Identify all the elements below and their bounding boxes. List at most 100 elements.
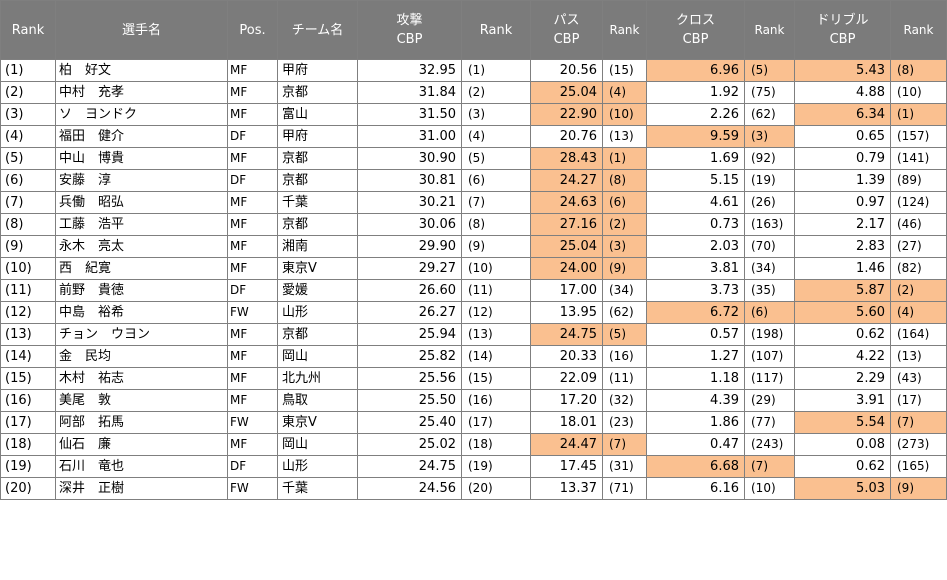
pass-rank-cell: (2) [602, 213, 647, 236]
dribble-rank-cell: (7) [890, 411, 947, 434]
attack-cbp-cell: 29.90 [357, 235, 462, 258]
position-cell: DF [227, 169, 278, 192]
table-row: (9) 永木 亮太 MF 湘南 29.90 (9) 25.04 (3) 2.03 (70) 2.83… [0, 235, 947, 258]
pass-cbp-cell: 28.43 [530, 147, 603, 170]
team-name-cell: 岡山 [277, 433, 358, 456]
dribble-rank-cell: (1) [890, 103, 947, 126]
table-row: (7) 兵働 昭弘 MF 千葉 30.21 (7) 24.63 (6) 4.61 (26) 0.97… [0, 191, 947, 214]
position-cell: MF [227, 213, 278, 236]
cbp-ranking-table: Rank 選手名 Pos. チーム名 攻撃 CBP Rank パス CBP Ra… [0, 0, 947, 500]
header-cross-rank: Rank [744, 0, 795, 60]
team-name-cell: 千葉 [277, 191, 358, 214]
rank-cell: (6) [0, 169, 56, 192]
table-row: (18) 仙石 廉 MF 岡山 25.02 (18) 24.47 (7) 0.47 (243) 0.… [0, 433, 947, 456]
cross-rank-cell: (62) [744, 103, 795, 126]
team-name-cell: 京都 [277, 169, 358, 192]
team-name-cell: 東京V [277, 411, 358, 434]
position-cell: DF [227, 125, 278, 148]
pass-cbp-cell: 13.95 [530, 301, 603, 324]
position-cell: DF [227, 279, 278, 302]
cross-cbp-cell: 1.92 [646, 81, 745, 104]
header-dribble-cbp: ドリブル CBP [794, 0, 891, 60]
pass-rank-cell: (32) [602, 389, 647, 412]
team-name-cell: 富山 [277, 103, 358, 126]
team-name-cell: 湘南 [277, 235, 358, 258]
table-row: (17) 阿部 拓馬 FW 東京V 25.40 (17) 18.01 (23) 1.86 (77)… [0, 411, 947, 434]
pass-cbp-cell: 25.04 [530, 235, 603, 258]
header-pass-line2: CBP [553, 32, 580, 47]
cross-cbp-cell: 0.47 [646, 433, 745, 456]
header-pass-rank: Rank [602, 0, 647, 60]
cross-rank-cell: (77) [744, 411, 795, 434]
dribble-cbp-cell: 1.46 [794, 257, 891, 280]
table-row: (16) 美尾 敦 MF 鳥取 25.50 (16) 17.20 (32) 4.39 (29) 3.… [0, 389, 947, 412]
attack-cbp-cell: 25.40 [357, 411, 462, 434]
player-name-cell: 工藤 浩平 [55, 213, 228, 236]
position-cell: MF [227, 235, 278, 258]
dribble-rank-cell: (2) [890, 279, 947, 302]
header-dribble-line2: CBP [829, 32, 856, 47]
player-name-cell: 西 紀寛 [55, 257, 228, 280]
attack-rank-cell: (9) [461, 235, 531, 258]
dribble-cbp-cell: 5.43 [794, 59, 891, 82]
position-cell: MF [227, 59, 278, 82]
dribble-cbp-cell: 5.54 [794, 411, 891, 434]
dribble-rank-cell: (17) [890, 389, 947, 412]
position-cell: MF [227, 345, 278, 368]
header-pass-line1: パス [553, 13, 580, 28]
rank-cell: (14) [0, 345, 56, 368]
pass-rank-cell: (5) [602, 323, 647, 346]
player-name-cell: 中村 充孝 [55, 81, 228, 104]
table-row: (1) 柏 好文 MF 甲府 32.95 (1) 20.56 (15) 6.96 (5) 5.43(… [0, 59, 947, 82]
table-row: (12) 中島 裕希 FW 山形 26.27 (12) 13.95 (62) 6.72 (6) 5.… [0, 301, 947, 324]
pass-cbp-cell: 25.04 [530, 81, 603, 104]
table-row: (10) 西 紀寛 MF 東京V 29.27 (10) 24.00 (9) 3.81 (34) 1.… [0, 257, 947, 280]
pass-rank-cell: (9) [602, 257, 647, 280]
dribble-cbp-cell: 1.39 [794, 169, 891, 192]
header-attack-line2: CBP [396, 32, 423, 47]
pass-rank-cell: (16) [602, 345, 647, 368]
rank-cell: (5) [0, 147, 56, 170]
attack-cbp-cell: 25.02 [357, 433, 462, 456]
player-name-cell: 中島 裕希 [55, 301, 228, 324]
attack-cbp-cell: 26.60 [357, 279, 462, 302]
player-name-cell: 美尾 敦 [55, 389, 228, 412]
position-cell: FW [227, 301, 278, 324]
player-name-cell: 安藤 淳 [55, 169, 228, 192]
position-cell: MF [227, 147, 278, 170]
position-cell: MF [227, 81, 278, 104]
player-name-cell: 中山 博貴 [55, 147, 228, 170]
position-cell: MF [227, 103, 278, 126]
rank-cell: (1) [0, 59, 56, 82]
header-position: Pos. [227, 0, 278, 60]
cross-cbp-cell: 6.72 [646, 301, 745, 324]
header-attack-line1: 攻撃 [396, 13, 423, 28]
attack-rank-cell: (4) [461, 125, 531, 148]
player-name-cell: 石川 竜也 [55, 455, 228, 478]
attack-cbp-cell: 30.06 [357, 213, 462, 236]
team-name-cell: 岡山 [277, 345, 358, 368]
attack-rank-cell: (20) [461, 477, 531, 500]
header-attack-rank: Rank [461, 0, 531, 60]
pass-cbp-cell: 27.16 [530, 213, 603, 236]
cross-cbp-cell: 1.27 [646, 345, 745, 368]
team-name-cell: 京都 [277, 81, 358, 104]
attack-rank-cell: (11) [461, 279, 531, 302]
team-name-cell: 千葉 [277, 477, 358, 500]
attack-rank-cell: (5) [461, 147, 531, 170]
table-row: (14) 金 民均 MF 岡山 25.82 (14) 20.33 (16) 1.27 (107) 4… [0, 345, 947, 368]
pass-rank-cell: (7) [602, 433, 647, 456]
cross-rank-cell: (10) [744, 477, 795, 500]
rank-cell: (17) [0, 411, 56, 434]
dribble-rank-cell: (164) [890, 323, 947, 346]
cross-rank-cell: (29) [744, 389, 795, 412]
rank-cell: (11) [0, 279, 56, 302]
attack-cbp-cell: 25.56 [357, 367, 462, 390]
attack-rank-cell: (19) [461, 455, 531, 478]
attack-cbp-cell: 31.84 [357, 81, 462, 104]
rank-cell: (3) [0, 103, 56, 126]
header-cross-line1: クロス [675, 13, 715, 28]
dribble-cbp-cell: 0.62 [794, 455, 891, 478]
cross-cbp-cell: 4.39 [646, 389, 745, 412]
